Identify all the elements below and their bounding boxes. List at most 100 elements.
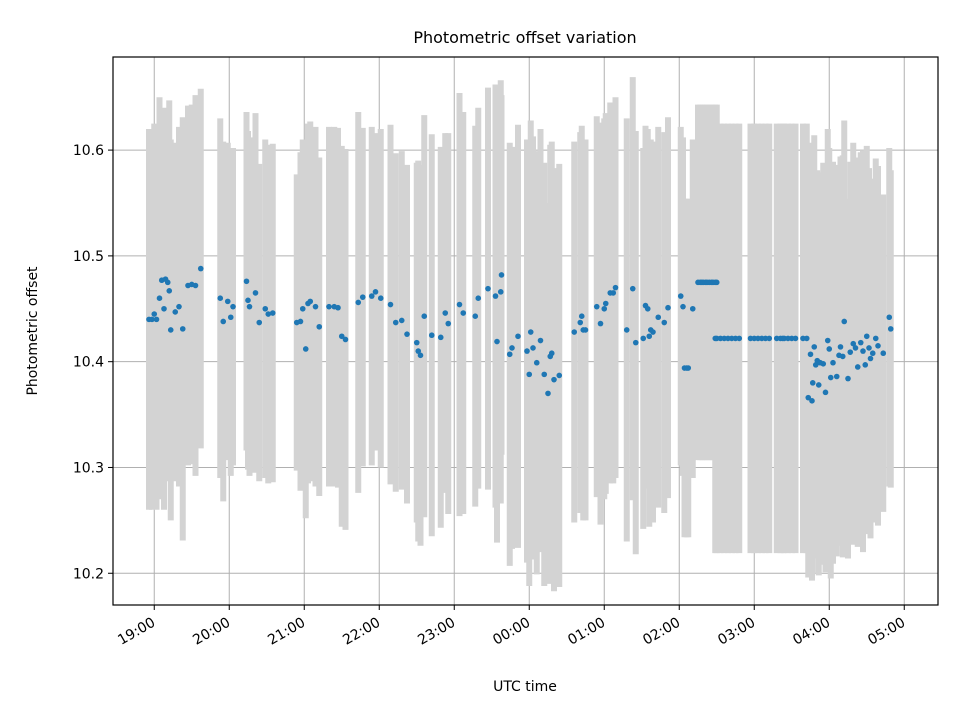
data-point: [377, 295, 384, 302]
data-point: [833, 373, 840, 380]
data-point: [847, 349, 854, 355]
data-point: [472, 313, 479, 319]
data-point: [811, 344, 818, 350]
data-point: [156, 295, 163, 302]
data-point: [326, 303, 332, 310]
data-point: [265, 311, 272, 317]
data-point: [820, 360, 827, 367]
data-point: [297, 318, 304, 325]
data-point: [445, 320, 452, 327]
data-point: [677, 293, 684, 299]
data-point: [176, 303, 182, 310]
data-point: [172, 309, 179, 315]
data-point: [646, 333, 653, 340]
y-tick-label: 10.5: [73, 249, 104, 265]
data-point: [632, 339, 639, 346]
data-point: [302, 346, 309, 352]
y-tick-label: 10.4: [73, 355, 104, 371]
data-point: [792, 335, 799, 342]
data-point: [827, 374, 834, 381]
data-point: [860, 348, 866, 354]
data-point: [338, 333, 345, 340]
data-point: [485, 285, 491, 292]
data-point: [224, 298, 231, 305]
y-tick-label: 10.2: [73, 566, 104, 582]
data-point: [537, 337, 544, 344]
data-point: [387, 301, 394, 308]
data-point: [597, 320, 604, 327]
data-point: [830, 359, 836, 366]
data-point: [863, 333, 870, 340]
data-point: [880, 350, 887, 357]
data-point: [404, 331, 410, 337]
data-point: [415, 348, 422, 354]
data-point: [713, 279, 720, 286]
chart-title: Photometric offset variation: [413, 28, 636, 47]
data-point: [245, 297, 251, 304]
y-tick-label: 10.6: [73, 143, 104, 159]
data-point: [602, 300, 609, 307]
data-point: [680, 303, 686, 310]
data-point: [862, 362, 869, 368]
data-point: [689, 305, 696, 312]
data-point: [837, 344, 844, 350]
data-point: [541, 371, 548, 378]
data-point: [809, 398, 815, 404]
data-point: [822, 389, 829, 396]
data-point: [179, 326, 186, 332]
data-point: [736, 335, 743, 342]
data-point: [262, 305, 269, 312]
data-point: [887, 326, 894, 332]
data-point: [854, 364, 861, 370]
data-point: [246, 303, 253, 310]
data-point: [506, 351, 513, 358]
data-point: [533, 359, 540, 366]
data-point: [850, 340, 857, 347]
data-point: [593, 303, 600, 310]
data-point: [886, 314, 893, 321]
data-point: [153, 316, 160, 323]
data-point: [527, 329, 534, 335]
data-point: [269, 310, 276, 316]
data-point: [661, 319, 668, 326]
data-point: [650, 329, 656, 335]
y-axis-label: Photometric offset: [25, 266, 41, 396]
data-point: [197, 265, 204, 272]
data-point: [524, 348, 530, 354]
data-point: [530, 345, 536, 351]
data-point: [685, 365, 692, 371]
data-point: [252, 290, 259, 296]
data-point: [151, 311, 158, 317]
data-point: [456, 301, 463, 308]
data-point: [413, 339, 420, 346]
x-axis-label: UTC time: [493, 679, 557, 695]
data-point: [428, 332, 435, 339]
data-point: [872, 335, 879, 342]
data-point: [852, 345, 859, 351]
data-point: [548, 350, 555, 357]
data-point: [875, 343, 881, 349]
data-point: [644, 305, 651, 312]
data-point: [392, 319, 399, 326]
data-point: [803, 335, 810, 342]
data-point: [826, 346, 833, 352]
data-point: [442, 310, 449, 316]
data-points: [146, 265, 894, 404]
y-tick-label: 10.3: [73, 460, 104, 476]
data-point: [164, 279, 171, 286]
data-point: [161, 305, 167, 312]
data-point: [498, 272, 505, 278]
data-point: [492, 293, 499, 299]
data-point: [601, 305, 608, 312]
data-point: [417, 352, 424, 359]
data-point: [582, 327, 589, 333]
data-point: [866, 345, 872, 351]
data-point: [845, 375, 851, 382]
data-point: [230, 303, 236, 310]
data-point: [839, 353, 846, 360]
data-point: [551, 376, 557, 383]
data-point: [307, 298, 314, 305]
data-point: [556, 372, 563, 379]
data-point: [610, 290, 617, 296]
